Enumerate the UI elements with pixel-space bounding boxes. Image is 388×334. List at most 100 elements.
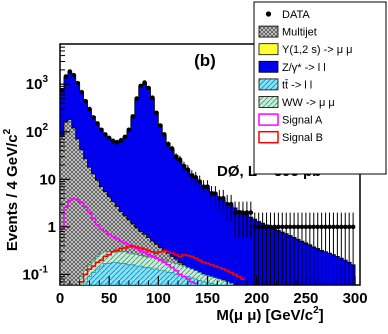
data-point — [110, 138, 116, 144]
x-tick-label: 200 — [244, 290, 269, 307]
signal-b-line — [79, 245, 245, 283]
legend: DATA Multijet Υ(1,2 s) -> μ μ Z/γ* -> l l tt… — [253, 1, 387, 175]
data-point — [87, 106, 92, 112]
y-axis-label-main: Events / 4 GeV/c — [4, 134, 21, 251]
y-tick-base: 10 — [22, 266, 39, 283]
data-point — [193, 175, 199, 180]
legend-label: Signal A — [282, 115, 323, 127]
data-point — [327, 224, 332, 230]
data-point — [350, 224, 356, 230]
y-tick-label: 103 — [26, 74, 49, 93]
data-point — [248, 210, 254, 215]
data-point — [303, 224, 309, 230]
data-point — [311, 224, 317, 230]
data-point — [142, 80, 147, 85]
y-tick-base: 10 — [39, 171, 56, 188]
data-point — [276, 224, 281, 230]
x-tick-label: 150 — [195, 290, 220, 307]
legend-swatch — [258, 43, 279, 56]
x-tick-label: 0 — [56, 290, 64, 307]
legend-line-swatch — [258, 113, 279, 126]
data-point — [67, 69, 73, 74]
legend-swatch — [258, 96, 279, 108]
legend-swatch — [258, 25, 279, 38]
y-tick-exponent: 2 — [42, 122, 48, 133]
signal-a-line — [60, 197, 198, 285]
data-point — [287, 224, 293, 230]
y-tick-exponent: 3 — [42, 74, 48, 85]
data-point — [114, 140, 120, 145]
data-point — [315, 224, 321, 230]
data-point — [126, 127, 132, 133]
data-point — [335, 224, 340, 230]
ttbar-area — [83, 261, 230, 285]
data-point — [299, 224, 305, 230]
data-point — [79, 89, 84, 95]
data-point — [83, 98, 88, 104]
data-point — [342, 224, 348, 230]
data-point — [99, 127, 104, 133]
y-tick-label: 10-1 — [22, 264, 48, 283]
data-point — [268, 224, 273, 230]
data-point — [272, 224, 277, 230]
data-point — [209, 191, 214, 196]
data-point — [220, 195, 226, 201]
data-point — [134, 96, 140, 101]
data-point — [260, 224, 265, 230]
y-tick-base: 10 — [26, 76, 43, 93]
data-point — [63, 74, 69, 79]
data-point — [295, 224, 301, 230]
data-point — [138, 83, 143, 89]
legend-label: Υ(1,2 s) -> μ μ — [282, 44, 352, 56]
legend-swatch — [258, 78, 279, 91]
data-point — [158, 123, 163, 128]
panel-label: (b) — [194, 51, 216, 70]
data-point — [146, 85, 151, 91]
data-point — [264, 224, 269, 230]
multijet-area — [60, 119, 356, 285]
data-point — [205, 184, 210, 189]
data-point — [102, 132, 108, 137]
data-point — [106, 135, 112, 141]
data-point — [228, 201, 234, 207]
y-tick-label: 1 — [48, 219, 56, 236]
data-point — [291, 224, 297, 230]
data-point — [161, 132, 167, 137]
data-point — [217, 195, 222, 201]
y-axis-label: Events / 4 GeV/c2 — [2, 128, 21, 251]
data-point — [122, 134, 128, 140]
data-point — [283, 224, 289, 230]
data-point — [165, 141, 171, 147]
y-tick-exponent: -1 — [39, 264, 48, 275]
data-point — [130, 114, 136, 119]
legend-label: Signal B — [282, 132, 323, 144]
data-point — [118, 138, 124, 143]
data-point — [323, 224, 328, 230]
legend-label: Multijet — [282, 27, 317, 39]
x-axis-label-main: M(μ μ) [GeV/c — [216, 307, 313, 324]
data-point — [224, 201, 230, 207]
data-point — [150, 95, 155, 101]
y-tick-base: 10 — [26, 124, 43, 141]
data-point — [279, 224, 285, 230]
legend-label: DATA — [282, 9, 310, 21]
x-axis-label: M(μ μ) [GeV/c2] — [216, 305, 323, 324]
data-point — [95, 121, 100, 126]
data-point — [232, 210, 238, 215]
data-point — [181, 163, 187, 169]
data-point — [244, 210, 250, 215]
data-point — [236, 210, 242, 215]
y-tick-label: 102 — [26, 122, 49, 141]
legend-label: tt̄ -> l l — [282, 79, 312, 91]
data-point — [331, 224, 336, 230]
data-point — [189, 173, 195, 178]
y-tick-label: 10 — [39, 171, 56, 188]
y-axis-label-sup: 2 — [2, 128, 13, 134]
data-point — [154, 110, 159, 116]
data-point — [201, 184, 206, 189]
legend-marker-data — [265, 11, 272, 17]
data-point — [173, 154, 179, 159]
data-point — [169, 146, 175, 152]
